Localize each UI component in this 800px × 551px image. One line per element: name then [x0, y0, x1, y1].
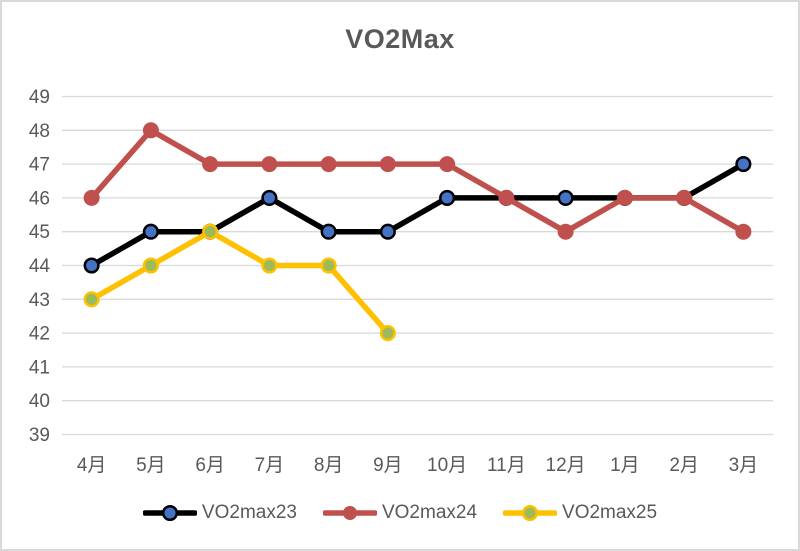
legend-sample-vo2max24	[322, 506, 377, 520]
legend-sample-vo2max23	[142, 504, 197, 522]
legend-label: VO2max24	[381, 502, 478, 523]
legend-item-vo2max24: VO2max24	[322, 500, 478, 526]
y-axis-tick-label: 41	[29, 357, 50, 378]
legend-line-marker-icon	[142, 503, 197, 523]
series-marker-vo2max23	[379, 223, 396, 240]
x-axis-tick-label: 6月	[195, 455, 225, 476]
y-axis-tick-label: 46	[29, 188, 50, 209]
y-axis-tick-label: 49	[29, 87, 50, 108]
x-axis-tick-label: 8月	[314, 455, 344, 476]
y-axis-tick-label: 42	[29, 324, 50, 345]
x-axis-tick-label: 12月	[546, 455, 586, 476]
x-axis-tick-label: 9月	[373, 455, 403, 476]
legend-item-vo2max25: VO2max25	[503, 500, 657, 526]
x-axis-tick-label: 2月	[669, 455, 699, 476]
legend-sample-vo2max25	[503, 504, 558, 522]
series-marker-vo2max25	[142, 257, 159, 274]
x-axis-tick-label: 4月	[77, 455, 107, 476]
series-marker-vo2max24	[202, 156, 219, 173]
series-marker-vo2max23	[557, 189, 574, 206]
x-axis-tick-label: 7月	[255, 455, 285, 476]
legend-line-marker-icon	[322, 503, 377, 523]
series-marker-vo2max24	[83, 189, 100, 206]
series-marker-vo2max24	[557, 223, 574, 240]
series-marker-vo2max24	[498, 189, 515, 206]
y-axis-tick-label: 45	[29, 222, 50, 243]
y-axis-tick-label: 48	[29, 121, 50, 142]
y-axis-tick-label: 39	[29, 425, 50, 446]
series-marker-vo2max25	[202, 223, 219, 240]
series-line-vo2max24	[88, 127, 747, 235]
series-marker-vo2max23	[439, 189, 456, 206]
x-axis-tick-label: 11月	[487, 455, 526, 476]
series-marker-vo2max24	[439, 156, 456, 173]
series-line-vo2max25	[88, 228, 391, 336]
series-marker-vo2max23	[320, 223, 337, 240]
series-marker-vo2max24	[379, 156, 396, 173]
series-marker-vo2max25	[261, 257, 278, 274]
series-marker-vo2max23	[735, 156, 752, 173]
chart-legend: VO2max23 VO2max24 VO2max25	[2, 500, 798, 526]
series-line-vo2max23	[88, 161, 747, 269]
series-marker-vo2max25	[320, 257, 337, 274]
series-marker-vo2max23	[83, 257, 100, 274]
legend-label: VO2max23	[201, 502, 297, 523]
series-marker-vo2max24	[142, 122, 159, 139]
x-axis-tick-label: 10月	[427, 455, 467, 476]
series-marker-vo2max24	[616, 189, 633, 206]
y-axis-tick-label: 47	[29, 155, 50, 176]
series-marker-vo2max24	[735, 223, 752, 240]
y-axis-tick-label: 43	[29, 290, 50, 311]
legend-label: VO2max25	[562, 502, 658, 523]
series-marker-vo2max25	[83, 291, 100, 308]
x-axis-tick-label: 3月	[729, 455, 759, 476]
x-axis-tick-label: 1月	[610, 455, 640, 476]
series-marker-vo2max24	[676, 189, 693, 206]
x-axis-tick-label: 5月	[136, 455, 166, 476]
series-marker-vo2max25	[379, 325, 396, 342]
series-marker-vo2max24	[320, 156, 337, 173]
legend-line-marker-icon	[503, 503, 558, 523]
legend-item-vo2max23: VO2max23	[142, 500, 297, 526]
y-axis-tick-label: 40	[29, 391, 50, 412]
y-axis-tick-label: 44	[29, 256, 51, 277]
series-marker-vo2max23	[142, 223, 159, 240]
series-marker-vo2max23	[261, 189, 278, 206]
chart-title: VO2Max	[345, 24, 455, 54]
series-marker-vo2max24	[261, 156, 278, 173]
